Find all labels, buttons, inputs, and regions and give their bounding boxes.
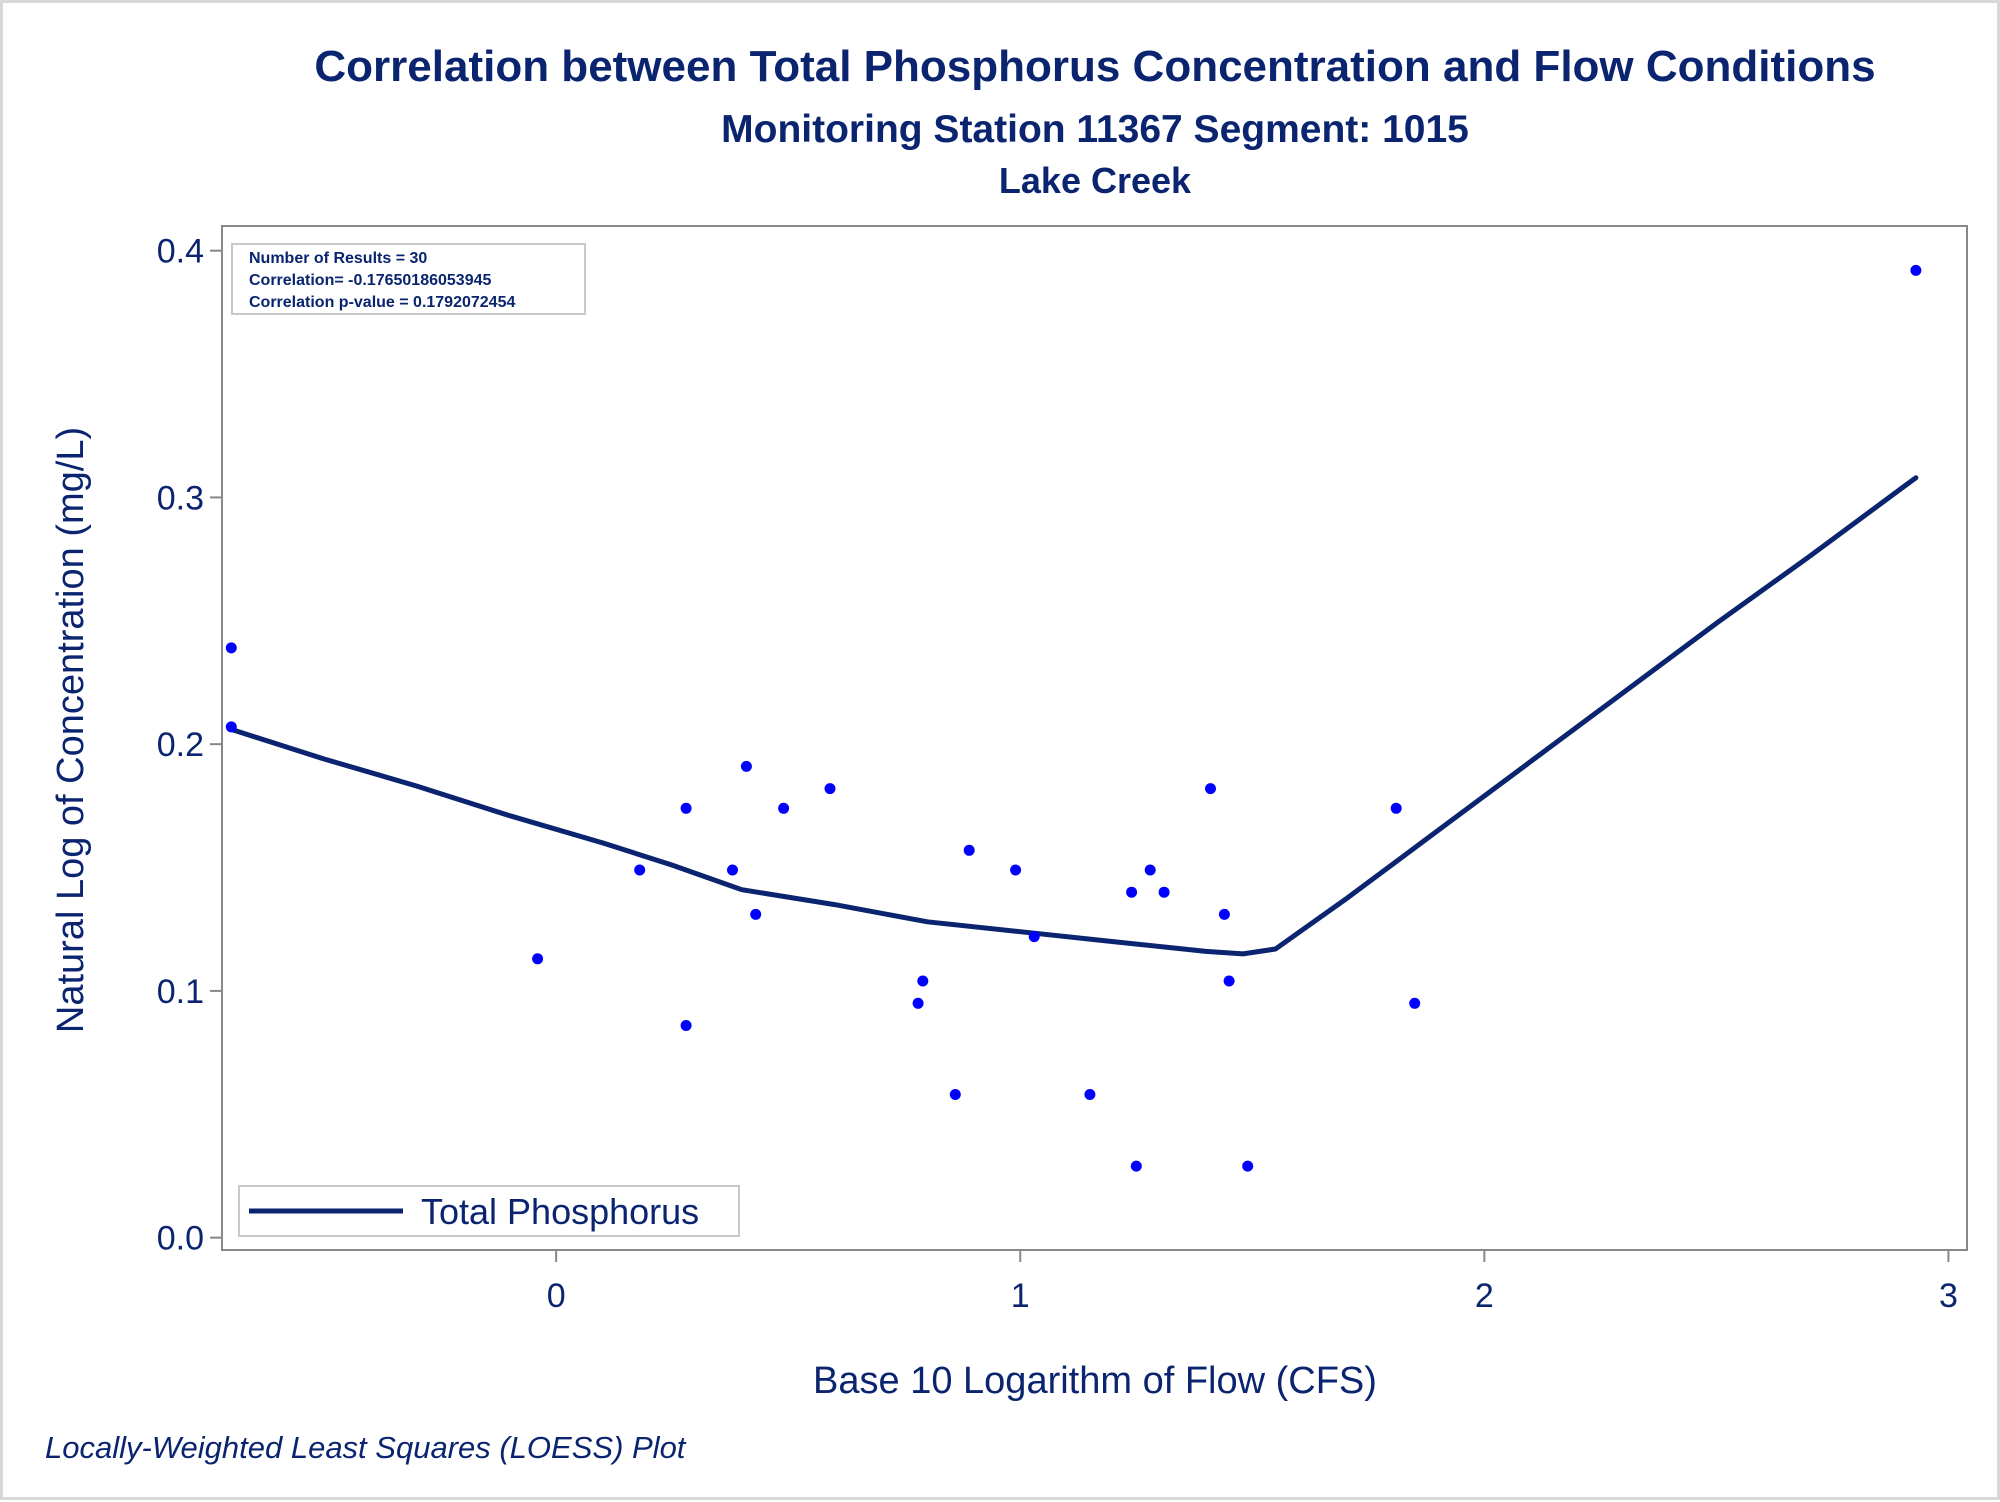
legend: Total Phosphorus	[238, 1185, 740, 1237]
y-tick-label: 0.1	[157, 973, 204, 1011]
scatter-point	[1084, 1089, 1096, 1100]
points-group	[225, 264, 1922, 1172]
scatter-point	[1223, 975, 1235, 987]
scatter-point	[750, 908, 762, 920]
stats-line-correlation: Correlation= -0.17650186053945	[249, 272, 491, 289]
stats-line-pvalue: Correlation p-value = 0.1792072454	[249, 294, 515, 311]
scatter-point	[778, 802, 790, 814]
scatter-point	[1409, 997, 1421, 1009]
stats-box: Number of Results = 30 Correlation= -0.1…	[231, 243, 586, 315]
scatter-point	[1158, 886, 1170, 898]
scatter-point	[634, 864, 646, 876]
scatter-point	[1130, 1160, 1142, 1172]
stats-line-count: Number of Results = 30	[249, 250, 427, 267]
scatter-point	[1010, 864, 1022, 876]
chart-svg: Correlation between Total Phosphorus Con…	[45, 42, 1968, 1465]
scatter-point	[824, 783, 836, 795]
scatter-point	[225, 642, 237, 654]
x-tick-label: 0	[547, 1277, 566, 1315]
scatter-point	[727, 864, 738, 876]
loess-line	[228, 475, 1919, 957]
plot-area	[221, 225, 1968, 1251]
scatter-point	[1144, 864, 1156, 876]
x-tick-label: 2	[1475, 1277, 1494, 1315]
scatter-point	[532, 953, 544, 965]
x-axis: 0 1 2 3	[547, 1250, 1958, 1315]
scatter-point	[917, 975, 929, 987]
scatter-point	[1205, 783, 1216, 795]
chart-subtitle-2: Lake Creek	[999, 160, 1192, 201]
scatter-point	[1242, 1160, 1254, 1172]
y-tick-label: 0.2	[157, 726, 204, 764]
y-axis: 0.0 0.1 0.2 0.3 0.4	[157, 233, 222, 1258]
y-tick-label: 0.3	[157, 479, 204, 517]
x-tick-label: 1	[1011, 1277, 1030, 1315]
scatter-point	[225, 721, 237, 733]
scatter-point	[680, 1020, 692, 1031]
scatter-point	[1390, 802, 1402, 814]
scatter-point	[949, 1089, 961, 1100]
x-tick-label: 3	[1939, 1277, 1958, 1315]
x-axis-label: Base 10 Logarithm of Flow (CFS)	[813, 1360, 1377, 1402]
scatter-point	[1126, 886, 1138, 898]
scatter-point	[1218, 908, 1230, 920]
loess-line-group	[228, 475, 1919, 957]
scatter-point	[912, 997, 924, 1009]
chart-title: Correlation between Total Phosphorus Con…	[314, 42, 1875, 91]
scatter-point	[740, 760, 752, 772]
y-tick-label: 0.4	[157, 233, 204, 271]
scatter-point	[963, 844, 975, 856]
chart-subtitle: Monitoring Station 11367 Segment: 1015	[721, 108, 1469, 151]
y-axis-label: Natural Log of Concentration (mg/L)	[50, 427, 92, 1033]
footnote: Locally-Weighted Least Squares (LOESS) P…	[45, 1430, 687, 1465]
legend-label: Total Phosphorus	[421, 1191, 699, 1232]
scatter-point	[1028, 931, 1040, 943]
scatter-point	[1910, 264, 1922, 276]
stats-box-border	[231, 243, 586, 315]
scatter-point	[680, 802, 692, 814]
y-tick-label: 0.0	[157, 1220, 204, 1258]
